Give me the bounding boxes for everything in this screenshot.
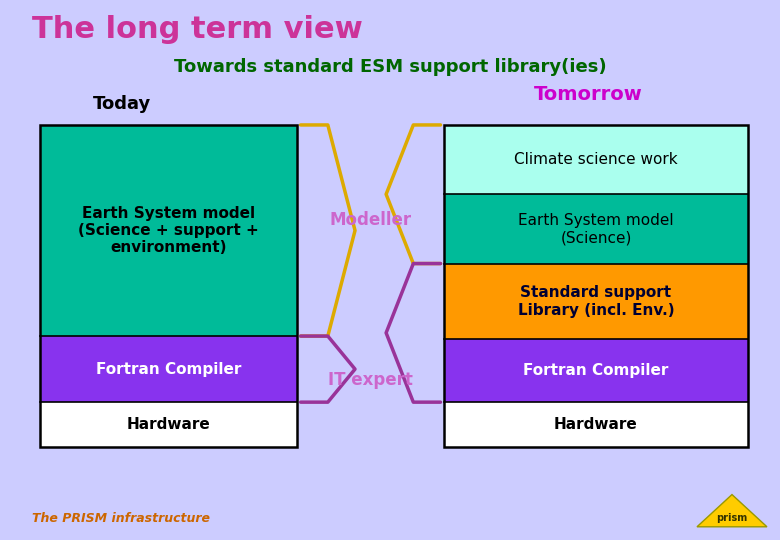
Text: Towards standard ESM support library(ies): Towards standard ESM support library(ies… [174, 58, 606, 76]
Text: Fortran Compiler: Fortran Compiler [96, 362, 241, 376]
Bar [445, 125, 747, 447]
Text: Hardware: Hardware [126, 417, 211, 432]
Text: Standard support
Library (incl. Env.): Standard support Library (incl. Env.) [518, 285, 674, 318]
Text: Fortran Compiler: Fortran Compiler [523, 363, 668, 378]
Text: prism: prism [716, 513, 747, 523]
Text: Hardware: Hardware [554, 417, 638, 432]
Bar [41, 125, 296, 447]
Text: Earth System model
(Science): Earth System model (Science) [518, 213, 674, 245]
Bar [445, 264, 747, 339]
Text: Tomorrow: Tomorrow [534, 85, 643, 104]
Bar [445, 194, 747, 264]
Bar [445, 125, 747, 194]
Text: Today: Today [93, 96, 151, 113]
Text: The PRISM infrastructure: The PRISM infrastructure [33, 512, 211, 525]
Bar [41, 125, 296, 336]
Polygon shape [697, 495, 767, 527]
Text: Earth System model
(Science + support +
environment): Earth System model (Science + support + … [78, 206, 259, 255]
Text: The long term view: The long term view [33, 15, 363, 44]
Text: Modeller: Modeller [329, 211, 412, 229]
Bar [41, 402, 296, 447]
Text: Climate science work: Climate science work [514, 152, 678, 167]
Bar [41, 336, 296, 402]
Text: IT expert: IT expert [328, 371, 413, 389]
Bar [445, 339, 747, 402]
Bar [445, 402, 747, 447]
